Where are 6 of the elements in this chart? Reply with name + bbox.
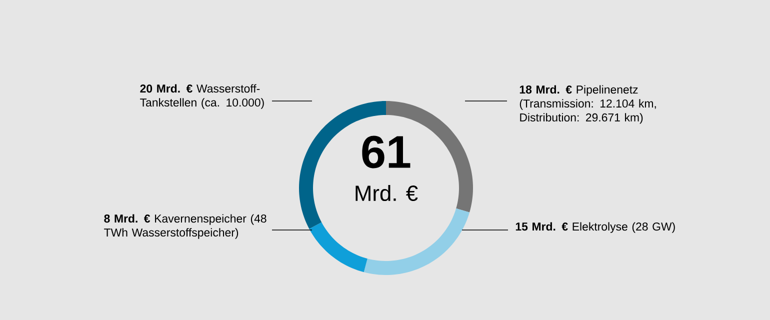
slice-label: 18 Mrd. € Pipelinenetz (Transmission: 12.104 km, Distribution: 29.671 km)	[520, 85, 656, 124]
slice-label: 15 Mrd. € Elektrolyse (28 GW)	[516, 222, 675, 233]
text: 61	[362, 136, 410, 168]
slice-label: 8 Mrd. € Kavernenspeicher (48 TWh Wasserstoffspeicher)	[104, 214, 266, 239]
slice-label: 20 Mrd. € Wasserstoff-Tankstellen (ca. 10.000)	[140, 84, 264, 109]
text: Mrd. €	[356, 184, 418, 202]
